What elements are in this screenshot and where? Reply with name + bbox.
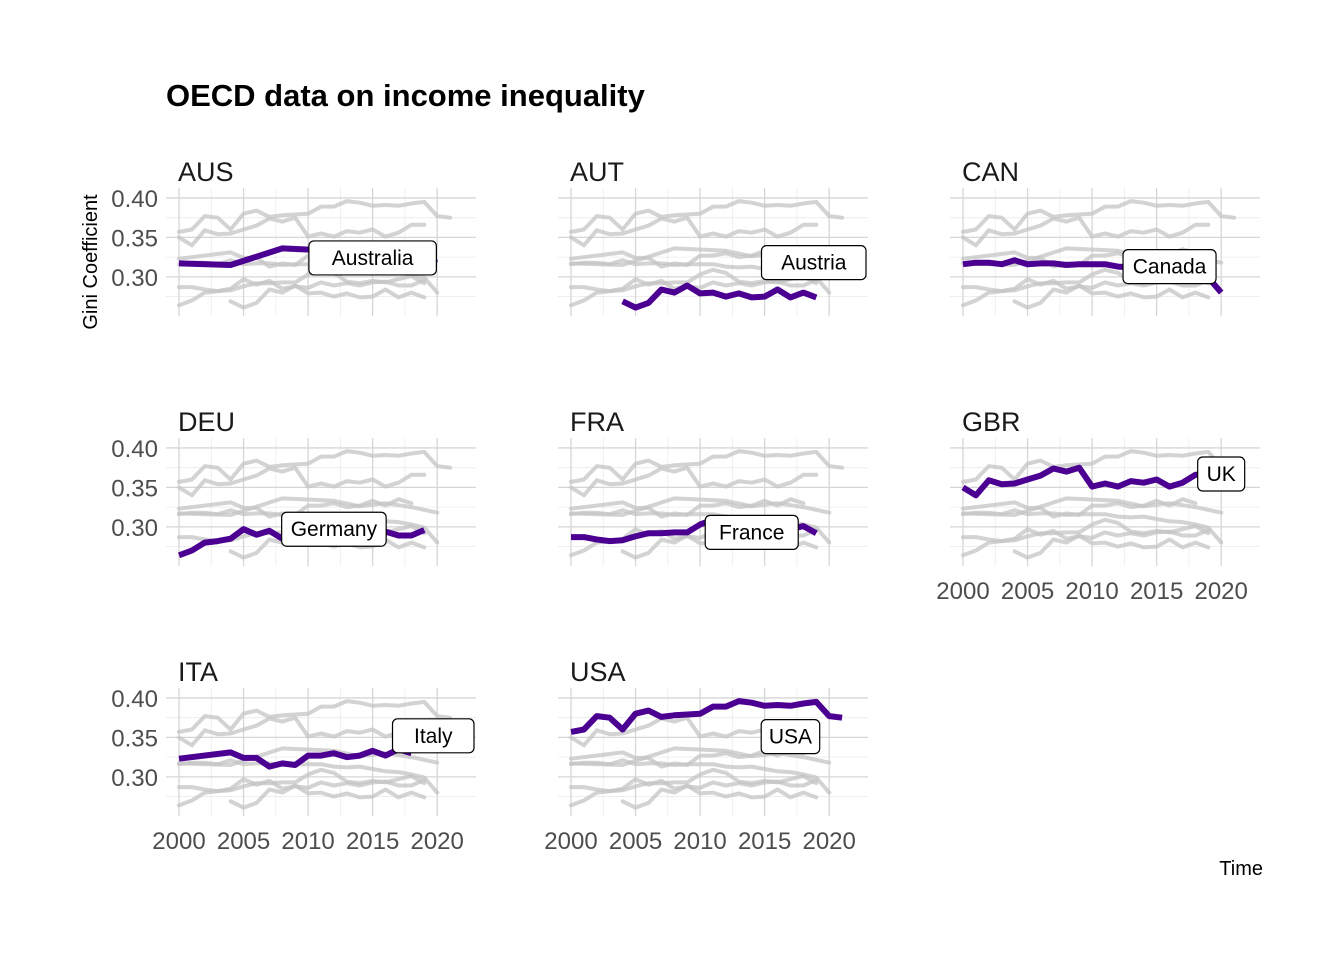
y-tick-label: 0.35	[111, 475, 158, 502]
series-line-background-gbr	[569, 215, 819, 248]
series-line-background-aut	[228, 783, 427, 810]
series-line-background-fra	[961, 517, 1211, 544]
panel-ita: ITA Italy 0.30 0.35 0.40 2000 2005 2010 2015 2020	[111, 657, 476, 855]
series-line-ita	[178, 746, 413, 770]
x-tick-label: 2000	[152, 828, 205, 855]
series-line-background-aut	[620, 783, 819, 810]
country-label-box-deu	[281, 511, 387, 547]
series-line-gbr	[961, 464, 1209, 499]
y-tick-label: 0.40	[111, 686, 158, 713]
series-line-background-gbr	[177, 715, 427, 748]
series-line-background-usa	[961, 199, 1237, 234]
country-label-deu: Germany	[291, 518, 378, 541]
series-line-background-aut	[228, 283, 427, 310]
x-tick-label: 2015	[738, 828, 791, 855]
series-line-background-usa	[177, 449, 453, 484]
series-line-background-ita	[961, 497, 1198, 519]
panel-usa: USA USA 2000 2005 2010 2015 2020	[544, 657, 868, 855]
series-line-background-usa	[177, 699, 453, 734]
facet-label-aus: AUS	[178, 157, 234, 187]
panel-deu: DEU Germany 0.30 0.35 0.40	[111, 407, 476, 566]
y-axis-title: Gini Coefficient	[80, 194, 102, 330]
series-line-background-fra	[177, 767, 427, 794]
series-line-background-usa	[961, 449, 1237, 484]
y-tick-label: 0.30	[111, 515, 158, 542]
facet-label-gbr: GBR	[962, 407, 1021, 437]
panel-aus: AUS Australia 0.30 0.35 0.40	[111, 157, 476, 316]
country-label-box-usa	[760, 719, 821, 755]
series-line-background-can	[569, 758, 832, 795]
series-line-background-usa	[569, 199, 845, 234]
y-tick-label: 0.30	[111, 265, 158, 292]
country-label-box-ita	[391, 718, 475, 754]
series-line-background-aut	[1012, 283, 1211, 310]
facet-label-usa: USA	[570, 657, 626, 687]
series-line-background-fra	[177, 267, 427, 294]
x-tick-label: 2020	[410, 828, 463, 855]
country-label-aus: Australia	[332, 247, 414, 270]
series-line-background-can	[177, 758, 440, 795]
chart-title: OECD data on income inequality	[166, 78, 646, 113]
x-tick-label: 2010	[1065, 578, 1118, 605]
y-tick-label: 0.40	[111, 436, 158, 463]
series-line-background-gbr	[961, 215, 1211, 248]
x-tick-label: 2000	[544, 828, 597, 855]
country-label-box-aus	[308, 240, 437, 276]
series-line-background-ita	[177, 497, 414, 519]
x-tick-label: 2010	[673, 828, 726, 855]
country-label-aut: Austria	[781, 252, 847, 275]
x-tick-label: 2015	[1130, 578, 1183, 605]
facet-panels: AUS Australia 0.30 0.35 0.40 AUT Austria CAN Can…	[111, 157, 1260, 855]
country-label-usa: USA	[769, 726, 812, 749]
panel-can: CAN Canada	[950, 157, 1260, 316]
y-tick-label: 0.40	[111, 186, 158, 213]
country-label-box-fra	[704, 514, 799, 550]
x-axis-title: Time	[1219, 858, 1263, 880]
facet-label-ita: ITA	[178, 657, 218, 687]
country-label-box-aut	[760, 245, 867, 281]
series-line-background-usa	[569, 449, 845, 484]
series-line-background-gbr	[177, 465, 427, 498]
series-line-background-fra	[569, 767, 819, 794]
y-tick-label: 0.35	[111, 225, 158, 252]
series-line-background-usa	[177, 199, 453, 234]
series-line-background-fra	[569, 267, 819, 294]
x-tick-label: 2005	[1001, 578, 1054, 605]
x-tick-label: 2005	[609, 828, 662, 855]
series-line-background-can	[961, 508, 1224, 545]
country-label-box-gbr	[1197, 456, 1246, 492]
y-tick-label: 0.35	[111, 725, 158, 752]
country-label-box-can	[1122, 248, 1217, 285]
country-label-fra: France	[719, 521, 784, 544]
x-tick-label: 2020	[802, 828, 855, 855]
y-tick-label: 0.30	[111, 765, 158, 792]
series-line-background-gbr	[177, 215, 427, 248]
x-tick-label: 2015	[346, 828, 399, 855]
x-tick-label: 2010	[281, 828, 334, 855]
country-label-gbr: UK	[1207, 463, 1236, 486]
series-line-background-gbr	[569, 465, 819, 498]
panel-fra: FRA France	[558, 407, 868, 566]
panel-gbr: GBR UK 2000 2005 2010 2015 2020	[936, 407, 1260, 605]
facet-label-aut: AUT	[570, 157, 624, 187]
facet-label-can: CAN	[962, 157, 1019, 187]
x-tick-label: 2020	[1194, 578, 1247, 605]
series-line-aut	[621, 282, 818, 311]
series-line-background-ita	[569, 497, 806, 519]
country-label-ita: Italy	[414, 725, 453, 748]
series-line-usa	[570, 698, 843, 735]
panel-aut: AUT Austria	[558, 157, 868, 316]
facet-label-fra: FRA	[570, 407, 624, 437]
series-line-background-aut	[1012, 533, 1211, 560]
facet-label-deu: DEU	[178, 407, 235, 437]
x-tick-label: 2005	[217, 828, 270, 855]
country-label-can: Canada	[1133, 256, 1207, 279]
x-tick-label: 2000	[936, 578, 989, 605]
